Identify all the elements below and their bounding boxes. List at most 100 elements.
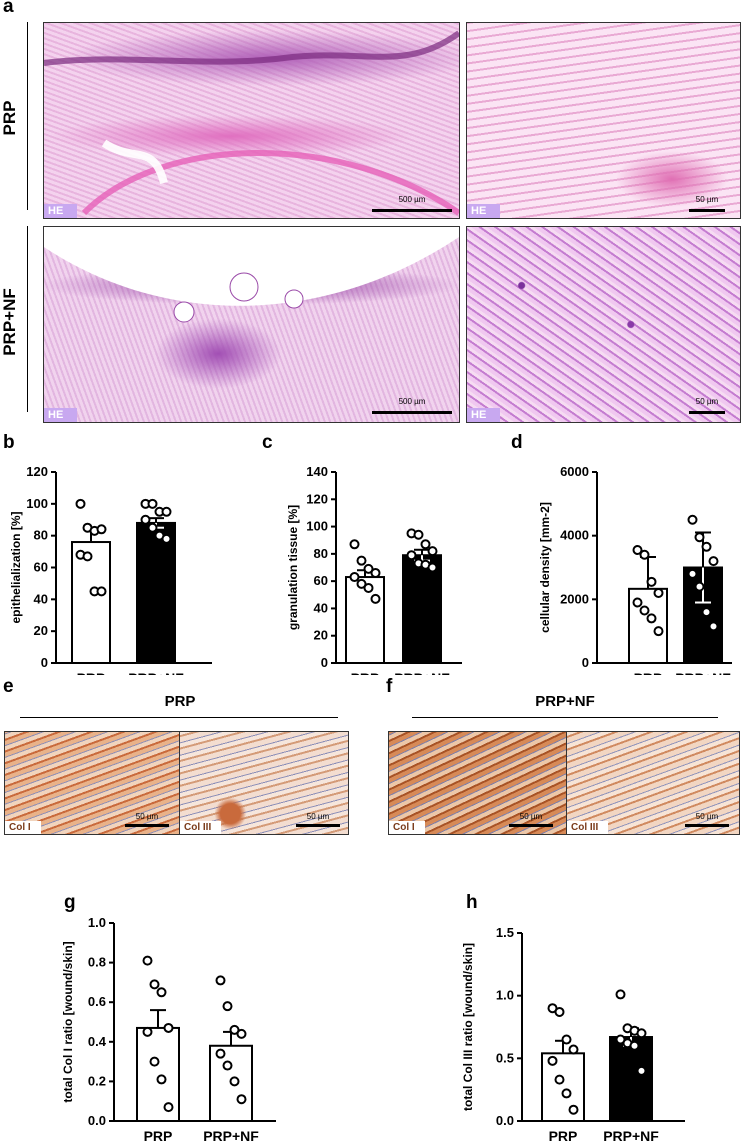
data-point	[147, 522, 158, 533]
data-point	[356, 555, 367, 566]
data-point	[427, 546, 438, 557]
data-point	[75, 498, 86, 509]
panel-d-letter: d	[511, 432, 523, 453]
data-point	[701, 607, 712, 618]
chart-col-iii-ratio: 0.0 0.5 1.0 1.5 total Col III ratio [wound/s…	[461, 925, 685, 1144]
data-point	[82, 551, 93, 562]
y-tick-label: 0.5	[496, 1050, 514, 1065]
data-point	[363, 563, 374, 574]
y-tick-label: 1.0	[88, 915, 106, 930]
group-label-prp: PRP	[164, 693, 196, 710]
data-point	[547, 1055, 558, 1066]
data-point	[156, 1074, 167, 1085]
data-point	[356, 578, 367, 589]
y-tick-label: 100	[306, 519, 328, 534]
bar	[209, 1044, 253, 1122]
data-point	[363, 582, 374, 593]
data-point	[708, 621, 719, 632]
row-divider	[27, 226, 28, 412]
y-axis-label: epithelialization [%]	[9, 511, 23, 623]
data-point	[142, 1026, 153, 1037]
scale-bar-label: 50 µm	[306, 812, 330, 821]
ihc-prp-nf-col-i: Col I 50 µm	[388, 731, 567, 835]
scale-bar-label: 500 µm	[398, 195, 426, 204]
y-tick-label: 0.6	[88, 994, 106, 1009]
y-tick-label: 20	[34, 623, 48, 638]
data-point	[687, 514, 698, 525]
x-tick-label: PRP	[549, 1128, 578, 1144]
data-point	[653, 626, 664, 637]
stain-tag: HE	[44, 408, 78, 422]
data-point	[427, 562, 438, 573]
scale-bar-label: 50 µm	[519, 812, 543, 821]
y-tick-label: 0	[41, 655, 48, 670]
bar	[541, 1052, 585, 1123]
y-tick-label: 0.2	[88, 1073, 106, 1088]
panel-h-letter: h	[466, 892, 478, 913]
data-point	[149, 1056, 160, 1067]
x-tick-label: PRP	[634, 670, 663, 675]
micrograph-prp-nf-detail: HE 50 µm	[466, 226, 741, 423]
scale-bar	[689, 411, 725, 414]
data-point	[629, 1040, 640, 1051]
x-tick-label: PRP+NF	[128, 670, 184, 675]
data-point	[229, 1076, 240, 1087]
data-point	[163, 1022, 174, 1033]
ihc-prp-col-iii: Col III 50 µm	[179, 731, 349, 835]
bar	[71, 541, 111, 664]
data-point	[636, 1065, 647, 1076]
row-label-prp: PRP	[0, 100, 19, 136]
data-point	[615, 989, 626, 1000]
panel-b-letter: b	[3, 432, 15, 453]
stain-tag: Col III	[567, 821, 609, 834]
y-tick-label: 20	[314, 628, 328, 643]
data-point	[349, 572, 360, 583]
y-tick-label: 60	[314, 573, 328, 588]
ihc-prp-col-i: Col I 50 µm	[4, 731, 180, 835]
data-point	[646, 576, 657, 587]
x-tick-label: PRP+NF	[203, 1128, 259, 1144]
scale-bar-label: 50 µm	[695, 397, 719, 406]
chart-cellular-density: 0 2000 4000 6000 cellular density [mm-2] PRP P…	[538, 464, 732, 675]
y-tick-label: 0.8	[88, 955, 106, 970]
data-point	[632, 544, 643, 555]
stain-tag: Col I	[5, 821, 41, 834]
y-tick-label: 140	[306, 464, 328, 479]
data-point	[161, 506, 172, 517]
data-point	[236, 1094, 247, 1105]
y-tick-label: 120	[306, 491, 328, 506]
group-bracket	[412, 717, 718, 718]
row-divider	[27, 22, 28, 210]
data-point	[163, 1102, 174, 1113]
scale-bar	[689, 209, 725, 212]
data-point	[215, 975, 226, 986]
scale-bar	[296, 824, 340, 827]
y-tick-label: 0	[582, 655, 589, 670]
micrograph-prp-overview: HE 500 µm	[43, 22, 460, 219]
y-tick-label: 60	[34, 560, 48, 575]
data-point	[413, 529, 424, 540]
micrograph-prp-nf-overview: HE 500 µm	[43, 226, 460, 423]
data-point	[96, 586, 107, 597]
panel-f-letter: f	[386, 676, 393, 697]
data-point	[636, 1028, 647, 1039]
data-point	[646, 613, 657, 624]
y-tick-label: 120	[26, 464, 48, 479]
bar	[136, 521, 176, 664]
y-axis-label: granulation tissue [%]	[286, 505, 300, 630]
row-label-prp-nf: PRP+NF	[0, 288, 19, 356]
y-tick-label: 40	[34, 591, 48, 606]
x-tick-label: PRP	[144, 1128, 173, 1144]
data-point	[653, 587, 664, 598]
panel-a-letter: a	[3, 0, 14, 17]
data-point	[215, 1048, 226, 1059]
x-tick-label: PRP	[77, 670, 106, 675]
panel-c-letter: c	[262, 432, 273, 453]
data-point	[554, 1074, 565, 1085]
data-point	[96, 524, 107, 535]
stain-tag: HE	[467, 204, 501, 218]
chart-col-i-ratio: 0.0 0.2 0.4 0.6 0.8 1.0 total Col I ratio [wou…	[61, 915, 276, 1144]
data-point	[639, 605, 650, 616]
data-point	[222, 1001, 233, 1012]
scale-bar-label: 50 µm	[695, 812, 719, 821]
